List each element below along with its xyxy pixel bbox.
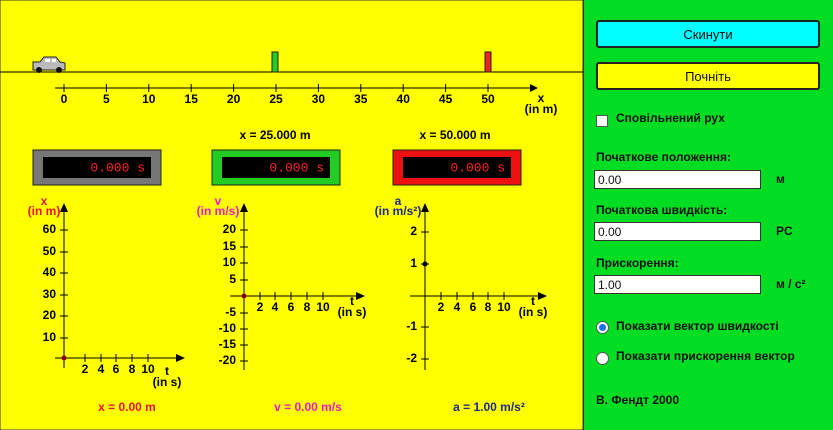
x-tick-label: 6 [470, 300, 477, 314]
graph-point [423, 262, 428, 267]
y-tick-label: 10 [43, 330, 57, 344]
field-label: Початкове положення: [596, 150, 731, 164]
y-tick-label: 5 [229, 272, 236, 286]
y-tick-label: -10 [219, 321, 237, 335]
marker-label: x = 50.000 m [419, 128, 490, 142]
field-unit: м [776, 172, 785, 186]
x-tick-label: 8 [485, 300, 492, 314]
y-tick-label: 50 [43, 244, 57, 258]
y-tick-label: -15 [219, 337, 237, 351]
ruler-tick-label: 30 [312, 92, 326, 106]
graph-unit: (in m/s²) [375, 204, 422, 218]
y-tick-label: 1 [410, 256, 417, 270]
ruler-tick-label: 35 [354, 92, 368, 106]
radio-label[interactable]: Показати прискорення вектор [616, 349, 795, 363]
y-tick-label: 2 [410, 224, 417, 238]
clock-time: 0.000 s [269, 160, 324, 175]
y-tick-label: 10 [223, 255, 237, 269]
x-tick-label: 4 [454, 300, 461, 314]
ruler-tick-label: 45 [439, 92, 453, 106]
marker-red [485, 52, 491, 72]
field-unit: м / с² [776, 277, 806, 291]
x-tick-label: 6 [288, 300, 295, 314]
radio-label[interactable]: Показати вектор швидкості [616, 319, 779, 333]
author: В. Фендт 2000 [596, 393, 679, 407]
y-tick-label: 60 [43, 222, 57, 236]
readout: a = 1.00 m/s² [453, 400, 525, 414]
x-tick-label: 10 [316, 300, 330, 314]
applet: x (in m) x = 25.000 m x = 50.000 m 05101… [0, 0, 833, 430]
y-tick-label: 15 [223, 239, 237, 253]
y-tick-label: -5 [225, 305, 236, 319]
marker-green [272, 52, 278, 72]
position-input[interactable]: 0.00 [594, 170, 761, 189]
field-label: Початкова швидкість: [596, 203, 727, 217]
y-tick-label: -2 [406, 351, 417, 365]
x-tick-label: 8 [304, 300, 311, 314]
y-tick-label: 30 [43, 287, 57, 301]
ruler-tick-label: 10 [142, 92, 156, 106]
ruler-tick-label: 0 [61, 92, 68, 106]
x-tick-label: 2 [82, 362, 89, 376]
t-unit: (in s) [153, 375, 182, 389]
x-tick-label: 2 [257, 300, 264, 314]
slow-motion-label[interactable]: Сповільнений рух [616, 111, 725, 125]
clock-time: 0.000 s [450, 160, 505, 175]
t-unit: (in s) [338, 305, 367, 319]
x-tick-label: 4 [272, 300, 279, 314]
ruler-tick-label: 5 [103, 92, 110, 106]
readout: x = 0.00 m [98, 400, 156, 414]
ruler-tick-label: 40 [397, 92, 411, 106]
ruler-tick-label: 15 [185, 92, 199, 106]
field-label: Прискорення: [596, 256, 679, 270]
y-tick-label: 20 [43, 308, 57, 322]
x-tick-label: 6 [113, 362, 120, 376]
graph-point [242, 294, 247, 299]
reset-button[interactable]: Скинути [596, 20, 820, 48]
x-tick-label: 2 [438, 300, 445, 314]
ruler-tick-label: 20 [227, 92, 241, 106]
acceleration-input[interactable]: 1.00 [594, 275, 761, 294]
y-tick-label: 20 [223, 222, 237, 236]
start-button[interactable]: Почніть [596, 62, 820, 90]
acceleration-vector-radio[interactable] [596, 352, 609, 365]
graph-point [62, 356, 67, 361]
velocity-input[interactable]: 0.00 [594, 222, 761, 241]
t-unit: (in s) [519, 305, 548, 319]
x-tick-label: 10 [141, 362, 155, 376]
velocity-vector-radio[interactable] [596, 321, 609, 334]
clock-time: 0.000 s [90, 160, 145, 175]
y-tick-label: -20 [219, 353, 237, 367]
field-unit: PC [776, 224, 793, 238]
control-panel: Скинути Почніть Сповільнений рух Початко… [583, 0, 833, 430]
slow-motion-checkbox[interactable] [596, 115, 608, 127]
marker-label: x = 25.000 m [239, 128, 310, 142]
x-tick-label: 4 [98, 362, 105, 376]
x-tick-label: 8 [129, 362, 136, 376]
graph-unit: (in m/s) [197, 204, 240, 218]
graph-unit: (in m) [28, 204, 61, 218]
readout: v = 0.00 m/s [274, 400, 342, 414]
ruler-tick-label: 50 [481, 92, 495, 106]
y-tick-label: 40 [43, 265, 57, 279]
ruler-tick-label: 25 [269, 92, 283, 106]
x-tick-label: 10 [497, 300, 511, 314]
y-tick-label: -1 [406, 319, 417, 333]
ruler-unit: (in m) [525, 102, 558, 116]
